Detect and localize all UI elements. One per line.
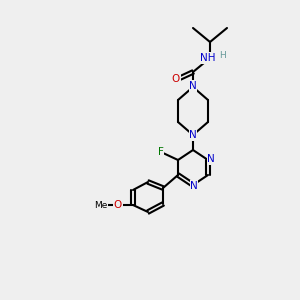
Text: N: N: [189, 130, 197, 140]
Text: F: F: [158, 147, 164, 157]
Text: N: N: [189, 81, 197, 91]
Text: H: H: [219, 52, 225, 61]
Text: Me: Me: [94, 200, 108, 209]
Text: N: N: [207, 154, 215, 164]
Text: O: O: [114, 200, 122, 210]
Text: O: O: [172, 74, 180, 84]
Text: N: N: [190, 181, 198, 191]
Text: NH: NH: [200, 53, 216, 63]
